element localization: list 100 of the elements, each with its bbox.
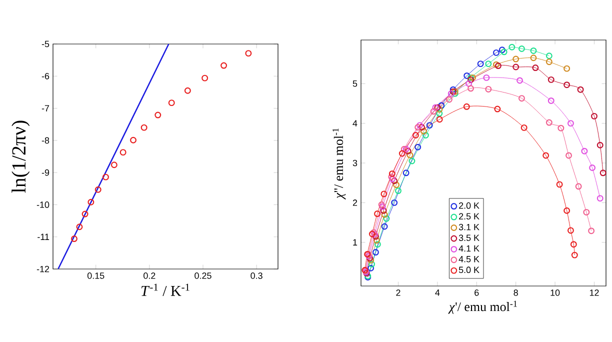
point: [570, 241, 577, 248]
point: [168, 100, 175, 106]
y-tick-label: -9: [42, 169, 50, 176]
point: [485, 86, 492, 92]
point: [154, 112, 162, 118]
point: [70, 236, 78, 242]
point: [381, 211, 388, 218]
point: [546, 58, 552, 66]
point: [414, 144, 422, 150]
point: [542, 152, 550, 159]
point: [485, 60, 492, 68]
legend-label: 2.0 K: [459, 202, 480, 209]
y-tick-label: 2: [352, 200, 358, 206]
y-tick-label: 1: [353, 239, 358, 246]
point: [575, 183, 582, 190]
x-tick-label: 4: [435, 290, 440, 296]
point: [388, 170, 396, 177]
point: [140, 124, 148, 131]
point: [530, 47, 537, 54]
x-axis-title: T$^{-1}$ / K$^{-1}$: [141, 284, 190, 296]
point: [383, 215, 390, 222]
point: [591, 112, 598, 120]
point: [374, 241, 381, 248]
y-tick-label: 4: [352, 120, 358, 126]
point: [120, 149, 126, 156]
point: [436, 116, 443, 123]
x-tick-label: 0.3: [250, 272, 262, 279]
point: [412, 132, 419, 138]
point: [577, 86, 584, 93]
point: [422, 132, 429, 138]
legend-label: 2.5 K: [459, 213, 480, 220]
point: [245, 50, 252, 57]
point: [468, 85, 474, 92]
point: [130, 136, 136, 144]
point: [581, 148, 588, 154]
x-tick-label: 0.25: [194, 272, 212, 279]
point: [374, 210, 381, 218]
legend-label: 3.5 K: [458, 234, 480, 241]
y-tick-label: -7: [42, 105, 50, 112]
point: [518, 45, 525, 52]
point: [512, 56, 520, 62]
point: [408, 158, 416, 164]
point: [436, 110, 443, 117]
point: [88, 198, 94, 206]
point: [567, 120, 574, 127]
point: [530, 54, 537, 62]
point: [596, 142, 604, 148]
point: [589, 164, 596, 172]
point: [430, 108, 437, 115]
point: [110, 162, 118, 168]
x-tick-label: 6: [474, 290, 479, 296]
point: [372, 249, 379, 256]
point: [548, 97, 554, 104]
x-axis-title: χ'/ emu mol$^{-1}$: [448, 300, 517, 314]
point: [368, 260, 376, 268]
point: [102, 174, 109, 180]
y-tick-label: -6: [42, 72, 50, 80]
x-tick-label: 8: [514, 290, 518, 296]
y-tick-label: -11: [38, 234, 50, 240]
point: [466, 80, 472, 87]
point: [202, 74, 208, 82]
y-tick-label: -5: [42, 40, 50, 48]
point: [583, 208, 590, 216]
legend-label: 3.1 K: [458, 224, 480, 230]
point: [402, 170, 410, 176]
point: [564, 82, 570, 88]
y-tick-label: -10: [36, 202, 50, 208]
point: [464, 72, 470, 79]
point: [567, 227, 574, 234]
point: [520, 124, 528, 131]
point: [518, 95, 525, 102]
y-tick-label: -12: [36, 266, 50, 272]
legend-label: 4.5 K: [458, 256, 480, 262]
x-tick-label: 12: [590, 290, 599, 296]
x-tick-label: 10: [550, 290, 560, 296]
point: [463, 103, 470, 110]
point: [446, 96, 452, 103]
y-axis-title: ln(1/2πν): [12, 120, 30, 193]
point: [546, 119, 552, 126]
point: [426, 122, 433, 129]
point: [477, 60, 484, 68]
point: [393, 182, 400, 188]
point: [494, 106, 501, 112]
point: [420, 128, 427, 134]
x-tick-label: 0.15: [87, 272, 104, 279]
point: [483, 74, 490, 81]
point: [516, 77, 524, 84]
point: [508, 44, 516, 50]
point: [184, 87, 191, 94]
legend-label: 4.1 K: [458, 245, 480, 252]
point: [438, 102, 445, 109]
point: [566, 152, 572, 159]
legend-label: 5.0 K: [458, 266, 480, 274]
point: [381, 223, 388, 230]
y-tick-label: 3: [352, 160, 358, 166]
point: [373, 237, 380, 244]
point: [368, 264, 374, 272]
point: [94, 186, 102, 193]
x-tick-label: 0.2: [144, 272, 156, 279]
point: [391, 199, 398, 206]
